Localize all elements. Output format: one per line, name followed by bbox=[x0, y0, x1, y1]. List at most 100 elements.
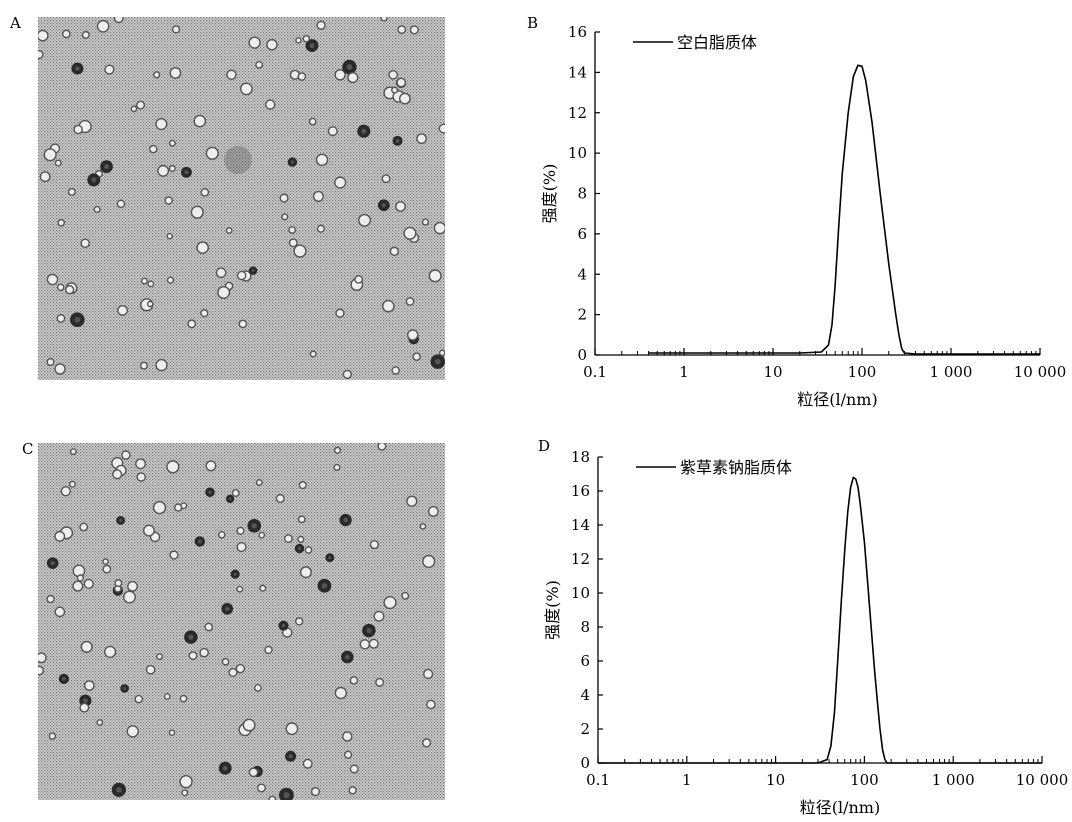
panel-label-d: D bbox=[538, 437, 551, 455]
particle bbox=[298, 481, 307, 490]
panel-label-c: C bbox=[22, 440, 34, 458]
particle bbox=[72, 580, 84, 592]
particle bbox=[312, 190, 324, 202]
x-tick-label: 1 000 bbox=[930, 363, 973, 381]
particle bbox=[316, 20, 326, 30]
particle bbox=[264, 645, 273, 655]
particle bbox=[255, 60, 264, 69]
particle bbox=[412, 352, 421, 361]
micrograph-c bbox=[38, 443, 445, 800]
particle-core bbox=[381, 203, 387, 208]
particle bbox=[67, 187, 76, 196]
particle bbox=[409, 25, 419, 35]
x-axis-label: 粒径(l/nm) bbox=[797, 390, 877, 409]
particle-core bbox=[328, 556, 332, 560]
micrograph-c-image bbox=[38, 443, 445, 800]
particle bbox=[73, 124, 83, 135]
panel-label-b: B bbox=[527, 14, 539, 32]
y-tick-label: 8 bbox=[577, 185, 587, 203]
particle bbox=[373, 610, 385, 622]
particle bbox=[96, 19, 110, 33]
particle bbox=[135, 458, 147, 470]
particle bbox=[335, 308, 345, 318]
y-tick-label: 12 bbox=[568, 104, 587, 122]
particle bbox=[76, 574, 85, 582]
particle-core bbox=[283, 792, 290, 799]
particle bbox=[293, 244, 307, 258]
particle bbox=[255, 479, 263, 486]
particle bbox=[139, 361, 148, 370]
chart-b: 0 2 4 6 8 10 12 14 16 0.1 1 10 100 1 000 10 000 粒径(l/nm… bbox=[540, 23, 1067, 409]
y-tick-label: 2 bbox=[577, 306, 587, 324]
particle bbox=[146, 300, 154, 308]
particle bbox=[236, 541, 247, 553]
particle bbox=[380, 17, 388, 22]
particle bbox=[422, 554, 436, 569]
x-tick-label: 10 000 bbox=[1014, 363, 1067, 381]
particle bbox=[283, 534, 293, 544]
particle bbox=[403, 226, 417, 240]
y-tick-label: 14 bbox=[571, 516, 590, 534]
particle bbox=[354, 275, 364, 284]
particle bbox=[113, 17, 124, 24]
x-tick-label: 100 bbox=[850, 771, 879, 789]
x-tick-label: 10 bbox=[763, 363, 782, 381]
series-line bbox=[598, 476, 1042, 764]
particle bbox=[126, 725, 139, 738]
particle bbox=[310, 787, 321, 797]
particle bbox=[153, 71, 161, 79]
particle bbox=[302, 758, 313, 769]
particle bbox=[93, 205, 101, 214]
particle-core bbox=[290, 160, 294, 164]
particle bbox=[342, 731, 353, 742]
particle bbox=[117, 305, 129, 316]
particle bbox=[81, 30, 90, 39]
particle bbox=[217, 530, 226, 539]
particle bbox=[426, 699, 436, 710]
particle bbox=[193, 114, 207, 128]
particle bbox=[134, 694, 144, 704]
particle bbox=[166, 232, 173, 240]
particle bbox=[240, 82, 253, 96]
particle bbox=[359, 639, 371, 650]
particle bbox=[168, 165, 176, 173]
particle-core bbox=[343, 517, 348, 523]
particle bbox=[164, 196, 173, 205]
particle bbox=[297, 72, 307, 81]
particle bbox=[80, 640, 93, 653]
y-tick-label: 8 bbox=[580, 618, 590, 636]
particle bbox=[57, 218, 66, 227]
particle bbox=[142, 524, 155, 537]
particle-core bbox=[119, 518, 123, 522]
particle bbox=[79, 522, 89, 532]
particle bbox=[316, 224, 325, 233]
particle bbox=[334, 686, 348, 700]
y-tick-label: 6 bbox=[580, 652, 590, 670]
particle bbox=[294, 617, 304, 626]
particle bbox=[79, 702, 90, 713]
particle bbox=[127, 580, 138, 592]
y-tick-label: 2 bbox=[580, 720, 590, 738]
particle bbox=[349, 764, 359, 774]
particle bbox=[43, 148, 57, 162]
panel-label-a: A bbox=[10, 14, 21, 32]
y-tick-label: 6 bbox=[577, 225, 587, 243]
particle bbox=[406, 495, 418, 507]
particle-core bbox=[434, 358, 441, 365]
particle bbox=[136, 100, 146, 110]
particle bbox=[56, 313, 66, 323]
particle-core bbox=[188, 634, 194, 640]
particle-core bbox=[91, 177, 97, 183]
particle bbox=[48, 732, 57, 740]
particle bbox=[187, 319, 197, 329]
particle bbox=[288, 226, 297, 234]
particle bbox=[248, 36, 261, 49]
particle bbox=[302, 34, 311, 43]
x-tick-label: 0.1 bbox=[586, 771, 610, 789]
particle bbox=[397, 25, 407, 35]
particle-core bbox=[251, 523, 257, 529]
particle bbox=[130, 105, 138, 113]
micrograph-background bbox=[38, 17, 445, 380]
particle bbox=[54, 363, 66, 375]
particle bbox=[253, 684, 262, 692]
